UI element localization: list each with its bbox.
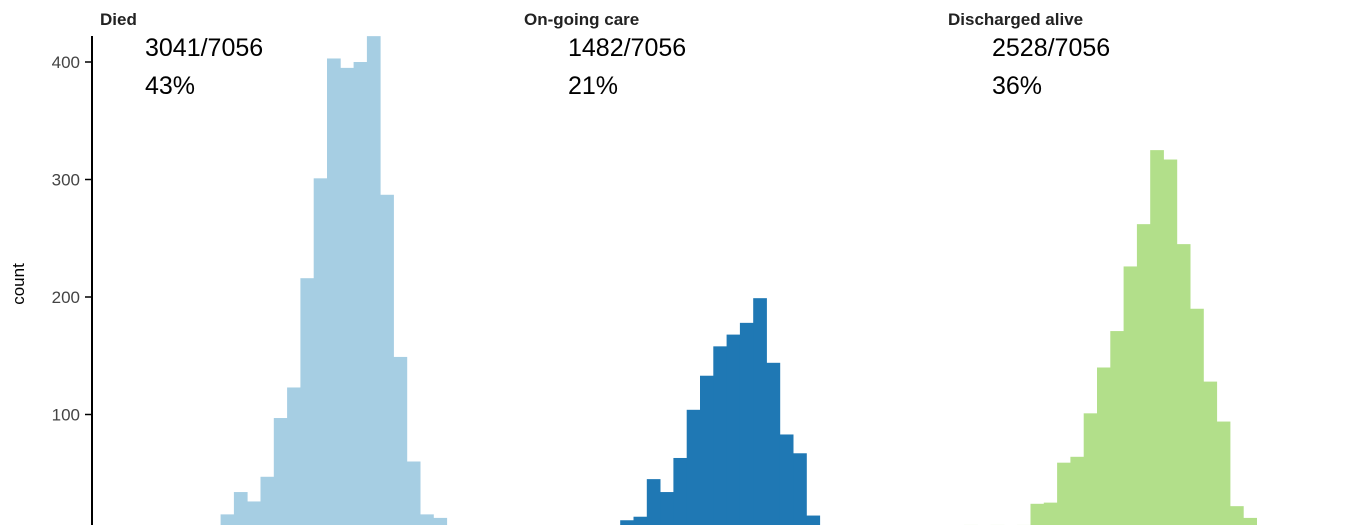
histogram-bar [1097,367,1111,525]
histogram-bar [660,492,674,525]
histogram-bar [700,375,714,525]
histogram-bar [1043,502,1058,525]
annotation-percent: 43% [145,72,195,100]
y-axis: 100 200 300 400 count [9,36,93,525]
histogram-bar [233,492,248,525]
histogram-bar [353,62,368,525]
histogram-bar [713,346,727,525]
facet-panels: Died 3041/7056 43% On-going care 1482/7056 21… [100,10,1257,525]
histogram-bar [1216,421,1231,525]
y-axis-title: count [9,263,28,305]
panel-1: On-going care 1482/7056 21% [524,10,821,525]
histogram-bar [220,514,235,525]
histogram-bar [273,418,288,525]
y-tick-label: 300 [52,171,80,190]
histogram-bar [793,453,807,525]
histogram-bar [1030,503,1045,525]
histogram-bar [753,298,767,525]
histogram-bar [1203,381,1218,525]
histogram-bar [393,356,408,525]
histogram-bar [766,362,781,525]
histogram-bar [633,516,648,525]
histogram-bar [287,387,301,525]
histogram-bar [1176,244,1191,525]
histogram-bar [1163,159,1178,525]
panel-title: Discharged alive [948,10,1083,29]
histogram-bar [1123,266,1138,525]
y-tick-label: 400 [52,53,80,72]
annotation-fraction: 2528/7056 [992,34,1110,62]
histogram-bar [1057,462,1071,525]
histogram-bar [739,322,754,525]
annotation-fraction: 1482/7056 [568,34,686,62]
histogram-bar [1083,413,1098,525]
histogram-bar [366,36,381,525]
histogram-bar [673,457,688,525]
histogram-bar [806,515,821,525]
histogram-bar [686,409,701,525]
y-tick-label: 100 [52,406,80,425]
histogram-bar [1136,224,1151,525]
histogram-bar [1150,150,1164,525]
histogram-bar [300,278,315,525]
histogram-bar [380,194,394,525]
histogram-bar [646,479,661,525]
histogram-bar [260,476,275,525]
annotation-percent: 36% [992,72,1042,100]
histogram-bar [1070,456,1085,525]
histogram-bar [420,514,434,525]
histogram-bar [620,520,634,525]
histogram-bar [327,58,341,525]
histogram-bar [1110,331,1124,525]
histogram-bar [313,178,328,525]
y-tick-label: 200 [52,288,80,307]
histogram-bar [726,334,741,525]
panel-0: Died 3041/7056 43% [100,10,448,525]
histogram-bar [433,517,448,525]
histogram-bar [340,67,354,525]
panel-2: Discharged alive 2528/7056 36% [948,10,1257,525]
panel-title: Died [100,10,137,29]
histogram-bar [1190,308,1204,525]
histogram-bar [406,461,421,525]
histogram-bar [247,501,261,525]
annotation-percent: 21% [568,72,618,100]
histogram-bar [1243,517,1257,525]
annotation-fraction: 3041/7056 [145,34,263,62]
histogram-bar [1230,506,1244,525]
histogram-bar [779,434,794,525]
panel-title: On-going care [524,10,639,29]
